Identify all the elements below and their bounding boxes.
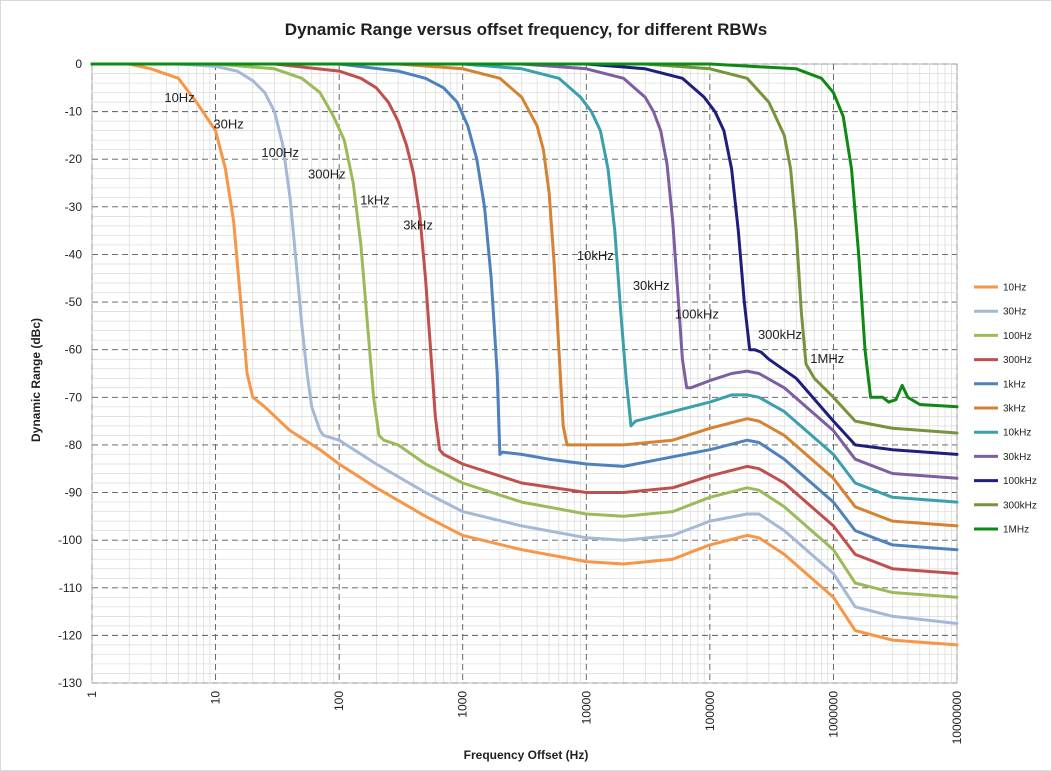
legend-label-1kHz: 1kHz [1003,379,1026,390]
series-line-300Hz [90,62,959,575]
plot-series [90,62,959,647]
x-tick-label: 1000000 [826,691,840,738]
series-line-100Hz [90,62,959,599]
y-tick-label: -10 [65,105,83,119]
series-line-1MHz [90,62,959,409]
y-tick-label: -130 [58,676,82,690]
y-tick-label: -120 [58,628,82,642]
legend-label-1MHz: 1MHz [1003,525,1029,536]
series-line-30Hz [90,62,959,625]
x-tick-label: 10 [209,691,223,705]
series-line-30kHz [90,62,959,480]
x-tick-label: 1 [85,691,99,698]
y-tick-label: -110 [59,581,82,595]
y-tick-label: -20 [65,152,83,166]
series-annotation-30kHz: 30kHz [633,278,670,293]
series-annotation-1kHz: 1kHz [360,192,390,207]
legend-label-10kHz: 10kHz [1003,428,1031,439]
y-tick-label: -30 [65,200,83,214]
legend-label-100kHz: 100kHz [1003,476,1037,487]
x-tick-label: 100000 [703,691,717,731]
legend-label-100Hz: 100Hz [1003,331,1032,342]
legend-label-30Hz: 30Hz [1003,307,1026,318]
y-tick-label: -60 [65,343,83,357]
x-tick-label: 100 [332,691,346,711]
series-annotation-1MHz: 1MHz [810,351,844,366]
y-tick-label: -50 [65,295,83,309]
series-line-10kHz [90,62,959,504]
series-annotations: 10Hz 30Hz 100Hz 300Hz 1kHz 3kHz 10kHz 30kHz 100k… [164,90,844,366]
series-annotation-100Hz: 100Hz [261,145,299,160]
series-annotation-100kHz: 100kHz [675,307,719,322]
series-annotation-300kHz: 300kHz [758,327,802,342]
series-line-10Hz [90,62,959,647]
y-axis-title: Dynamic Range (dBc) [29,318,43,442]
legend-label-300kHz: 300kHz [1003,500,1037,511]
x-tick-label: 1000 [456,691,470,718]
legend-label-30kHz: 30kHz [1003,452,1031,463]
legend: 10Hz 30Hz 100Hz 300Hz 1kHz 3kHz 10kHz 30kHz 100k… [974,283,1037,536]
legend-label-300Hz: 300Hz [1003,355,1032,366]
series-annotation-30Hz: 30Hz [213,116,243,131]
series-annotation-300Hz: 300Hz [308,166,346,181]
minor-gridlines [92,64,957,683]
chart-title: Dynamic Range versus offset frequency, f… [285,20,767,39]
series-annotation-3kHz: 3kHz [403,218,433,233]
series-annotation-10Hz: 10Hz [164,90,194,105]
x-tick-label: 10000 [579,691,593,725]
y-tick-label: -90 [65,486,83,500]
series-annotation-10kHz: 10kHz [577,248,614,263]
series-line-100kHz [90,62,959,456]
series-line-3kHz [90,62,959,528]
x-tick-label: 10000000 [950,691,964,745]
axis-tick-labels: 0 -10 -20 -30 -40 -50 -60 -70 -80 -90 -100 -110 -120… [58,57,964,744]
legend-label-3kHz: 3kHz [1003,404,1026,415]
y-tick-label: -70 [65,390,83,404]
y-tick-label: -100 [58,533,82,547]
series-line-300kHz [90,62,959,435]
x-axis-title: Frequency Offset (Hz) [464,748,589,762]
y-tick-label: -80 [65,438,83,452]
series-line-1kHz [90,62,959,552]
y-tick-label: -40 [65,247,83,261]
y-tick-label: 0 [75,57,82,71]
legend-label-10Hz: 10Hz [1003,283,1026,294]
